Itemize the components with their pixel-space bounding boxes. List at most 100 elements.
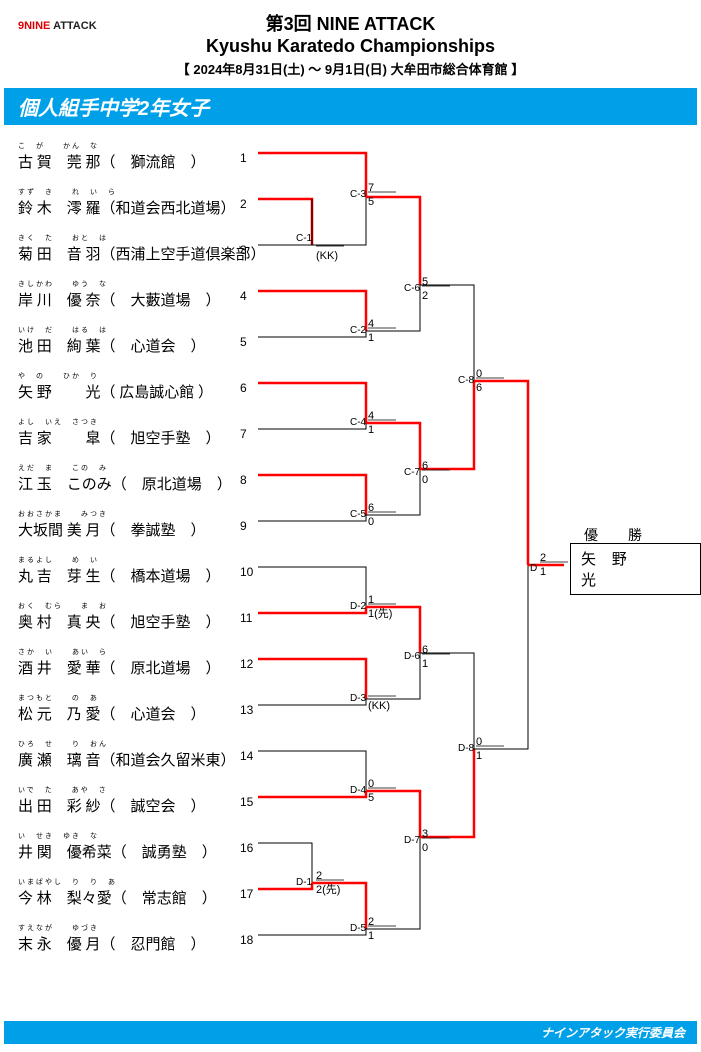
entrant-row: いで た あや さ出 田 彩 紗（ 誠空会 ）15 bbox=[18, 787, 248, 816]
score-bottom: 1(先) bbox=[368, 607, 392, 620]
match-label: C-6 bbox=[404, 283, 421, 294]
score-bottom: 0 bbox=[422, 842, 428, 854]
entrant-seed: 3 bbox=[240, 243, 247, 257]
entrant-ruby: まるよし め い bbox=[18, 557, 248, 564]
entrant-row: いまばやし り り あ今 林 梨々愛（ 常志館 ）17 bbox=[18, 879, 248, 908]
entrant-row: きく た おと は菊 田 音 羽（西浦上空手道倶楽部）3 bbox=[18, 235, 248, 264]
match-label: C-5 bbox=[350, 509, 367, 520]
title-line1: 第3回 NINE ATTACK bbox=[0, 10, 701, 36]
match-label: C-4 bbox=[350, 417, 367, 428]
match-label: C-1 bbox=[296, 233, 313, 244]
entrant-row: よし いえ さつき吉 家 皐（ 旭空手塾 ）7 bbox=[18, 419, 248, 448]
entrant-row: い せき ゆき な井 関 優希菜（ 誠勇塾 ）16 bbox=[18, 833, 248, 862]
entrant-seed: 5 bbox=[240, 335, 247, 349]
bracket-line-win bbox=[420, 749, 474, 837]
entrant-ruby: さか い あい ら bbox=[18, 649, 248, 656]
entrant-row: おく むら ま お奥 村 真 央（ 旭空手塾 ）11 bbox=[18, 603, 248, 632]
entrant-ruby: いけ だ はる は bbox=[18, 327, 248, 334]
entrant-row: や の ひか り矢 野 光（ 広島誠心館 ）6 bbox=[18, 373, 248, 402]
bracket-area: C-1(KK)C-241C-375C-441C-560C-652C-760C-8… bbox=[0, 135, 701, 1015]
score-bottom: 5 bbox=[368, 792, 374, 804]
logo-attack: ATTACK bbox=[53, 20, 97, 32]
entrant-seed: 9 bbox=[240, 519, 247, 533]
entrant-seed: 12 bbox=[240, 657, 253, 671]
score-bottom: 1 bbox=[422, 658, 428, 670]
entrant-name: 大坂間 美 月（ 拳誠塾 ） bbox=[18, 523, 206, 539]
entrant-row: いけ だ はる は池 田 絢 葉（ 心道会 ） 5 bbox=[18, 327, 248, 356]
match-label: D-1 bbox=[296, 877, 313, 888]
entrant-name: 出 田 彩 紗（ 誠空会 ） bbox=[18, 799, 206, 815]
entrant-seed: 10 bbox=[240, 565, 253, 579]
entrant-ruby: ひろ せ り おん bbox=[18, 741, 248, 748]
footer-bar: ナインアタック実行委員会 bbox=[4, 1021, 697, 1044]
entrant-name: 矢 野 光（ 広島誠心館 ） bbox=[18, 385, 213, 401]
entrant-row: すえなが ゆづき末 永 優 月（ 忍門館 ）18 bbox=[18, 925, 248, 954]
entrant-name: 酒 井 愛 華（ 原北道場 ） bbox=[18, 661, 221, 677]
match-label: D-7 bbox=[404, 835, 421, 846]
entrant-ruby: すず き れ い ら bbox=[18, 189, 248, 196]
match-label: C-8 bbox=[458, 375, 475, 386]
match-label: D-3 bbox=[350, 693, 367, 704]
entrant-seed: 18 bbox=[240, 933, 253, 947]
score-bottom: (KK) bbox=[368, 700, 390, 712]
logo: 9NINE ATTACK bbox=[18, 20, 97, 32]
score-bottom: 1 bbox=[368, 332, 374, 344]
entrant-name: 菊 田 音 羽（西浦上空手道倶楽部） bbox=[18, 247, 266, 263]
entrant-seed: 17 bbox=[240, 887, 253, 901]
entrant-seed: 4 bbox=[240, 289, 247, 303]
entrant-row: まるよし め い丸 吉 芽 生（ 橋本道場 ）10 bbox=[18, 557, 248, 586]
entrant-name: 松 元 乃 愛（ 心道会 ） bbox=[18, 707, 206, 723]
category-bar: 個人組手中学2年女子 bbox=[4, 88, 697, 125]
match-label: D-6 bbox=[404, 651, 421, 662]
entrant-seed: 8 bbox=[240, 473, 247, 487]
entrant-row: まつもと の あ松 元 乃 愛（ 心道会 ）13 bbox=[18, 695, 248, 724]
match-label: D-8 bbox=[458, 743, 475, 754]
entrant-ruby: い せき ゆき な bbox=[18, 833, 248, 840]
bracket-line-win bbox=[474, 381, 528, 565]
entrant-name: 古 賀 莞 那（ 獅流館 ） bbox=[18, 155, 206, 171]
score-bottom: 2(先) bbox=[316, 883, 340, 896]
score-bottom: 0 bbox=[422, 474, 428, 486]
header: 第3回 NINE ATTACK Kyushu Karatedo Champion… bbox=[0, 0, 701, 82]
entrant-row: えだ ま この み江 玉 このみ（ 原北道場 ） 8 bbox=[18, 465, 248, 494]
match-label: C-7 bbox=[404, 467, 421, 478]
entrant-ruby: いまばやし り り あ bbox=[18, 879, 248, 886]
match-label: C-3 bbox=[350, 189, 367, 200]
entrant-name: 廣 瀬 璃 音（和道会久留米東） bbox=[18, 753, 236, 769]
entrant-ruby: えだ ま この み bbox=[18, 465, 248, 472]
winner-title: 優 勝 bbox=[584, 525, 650, 545]
winner-name: 矢 野 光 bbox=[570, 543, 701, 595]
match-label: D-5 bbox=[350, 923, 367, 934]
entrant-row: こ が かん な古 賀 莞 那（ 獅流館 ）1 bbox=[18, 143, 248, 172]
score-bottom: (KK) bbox=[316, 250, 338, 262]
match-label: D-4 bbox=[350, 785, 367, 796]
entrant-seed: 16 bbox=[240, 841, 253, 855]
entrant-row: おおさかま みつき大坂間 美 月（ 拳誠塾 ） 9 bbox=[18, 511, 248, 540]
entrant-ruby: よし いえ さつき bbox=[18, 419, 248, 426]
entrant-ruby: おおさかま みつき bbox=[18, 511, 248, 518]
entrant-seed: 14 bbox=[240, 749, 253, 763]
logo-nine: 9NINE bbox=[18, 20, 50, 32]
title-line3: 【 2024年8月31日(土) ～ 9月1日(日) 大牟田市総合体育館 】 bbox=[0, 59, 701, 78]
score-bottom: 0 bbox=[368, 516, 374, 528]
entrant-row: さか い あい ら酒 井 愛 華（ 原北道場 ）12 bbox=[18, 649, 248, 678]
entrant-row: きしかわ ゆう な岸 川 優 奈（ 大藪道場 ）4 bbox=[18, 281, 248, 310]
entrant-seed: 1 bbox=[240, 151, 247, 165]
bracket-line bbox=[312, 197, 366, 245]
entrant-seed: 15 bbox=[240, 795, 253, 809]
entrant-name: 鈴 木 澪 羅（和道会西北道場） bbox=[18, 201, 236, 217]
entrant-ruby: や の ひか り bbox=[18, 373, 248, 380]
entrant-seed: 2 bbox=[240, 197, 247, 211]
entrant-ruby: おく むら ま お bbox=[18, 603, 248, 610]
entrant-name: 末 永 優 月（ 忍門館 ） bbox=[18, 937, 206, 953]
entrant-name: 岸 川 優 奈（ 大藪道場 ） bbox=[18, 293, 221, 309]
entrant-row: ひろ せ り おん廣 瀬 璃 音（和道会久留米東）14 bbox=[18, 741, 248, 770]
score-bottom: 1 bbox=[476, 750, 482, 762]
entrant-ruby: いで た あや さ bbox=[18, 787, 248, 794]
entrant-seed: 7 bbox=[240, 427, 247, 441]
entrant-name: 江 玉 このみ（ 原北道場 ） bbox=[18, 477, 232, 493]
entrant-name: 池 田 絢 葉（ 心道会 ） bbox=[18, 339, 206, 355]
entrant-ruby: まつもと の あ bbox=[18, 695, 248, 702]
entrant-ruby: きく た おと は bbox=[18, 235, 248, 242]
entrant-name: 奥 村 真 央（ 旭空手塾 ） bbox=[18, 615, 221, 631]
